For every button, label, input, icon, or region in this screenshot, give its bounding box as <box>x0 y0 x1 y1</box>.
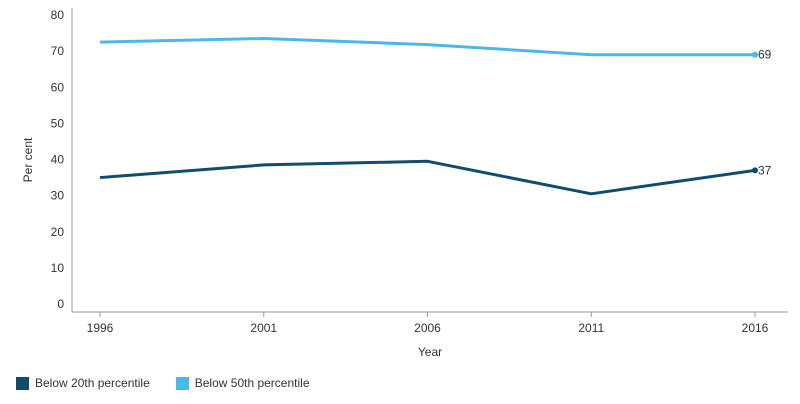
x-axis-ticks: 1996 2001 2006 2011 2016 <box>87 312 769 335</box>
series-line-2[interactable] <box>99 36 755 57</box>
series-end-point-2[interactable] <box>752 51 758 58</box>
x-tick-label: 1996 <box>87 321 114 335</box>
series-line-1[interactable] <box>99 159 756 196</box>
y-tick-label: 0 <box>57 297 64 311</box>
x-axis-title: Year <box>418 345 442 359</box>
x-tick-label: 2016 <box>742 321 769 335</box>
y-axis-title: Per cent <box>21 137 35 182</box>
legend-swatch-series-2 <box>175 376 189 390</box>
series-end-point-1[interactable] <box>752 167 758 174</box>
x-tick-label: 2001 <box>250 321 277 335</box>
y-tick-label: 70 <box>51 44 65 58</box>
legend-label-series-2: Below 50th percentile <box>194 376 310 390</box>
legend: Below 20th percentile Below 50th percent… <box>16 376 336 390</box>
y-axis-ticks: 0 10 20 30 40 50 60 70 80 <box>51 8 65 311</box>
legend-label-series-1: Below 20th percentile <box>35 376 150 390</box>
legend-item-series-2[interactable]: Below 50th percentile <box>175 376 310 390</box>
y-tick-label: 80 <box>51 8 65 22</box>
series-end-label-2: 69 <box>758 48 772 62</box>
y-tick-label: 60 <box>51 80 65 94</box>
y-tick-label: 40 <box>51 153 65 167</box>
y-tick-label: 50 <box>51 116 65 130</box>
legend-swatch-series-1 <box>16 376 29 390</box>
x-tick-label: 2006 <box>414 321 441 335</box>
y-tick-label: 30 <box>51 189 65 203</box>
series-lines: 37 69 <box>99 36 772 196</box>
legend-item-series-1[interactable]: Below 20th percentile <box>16 376 150 390</box>
y-tick-label: 20 <box>51 225 65 239</box>
series-end-label-1: 37 <box>758 163 772 177</box>
y-tick-label: 10 <box>51 261 65 275</box>
x-tick-label: 2011 <box>578 321 604 335</box>
